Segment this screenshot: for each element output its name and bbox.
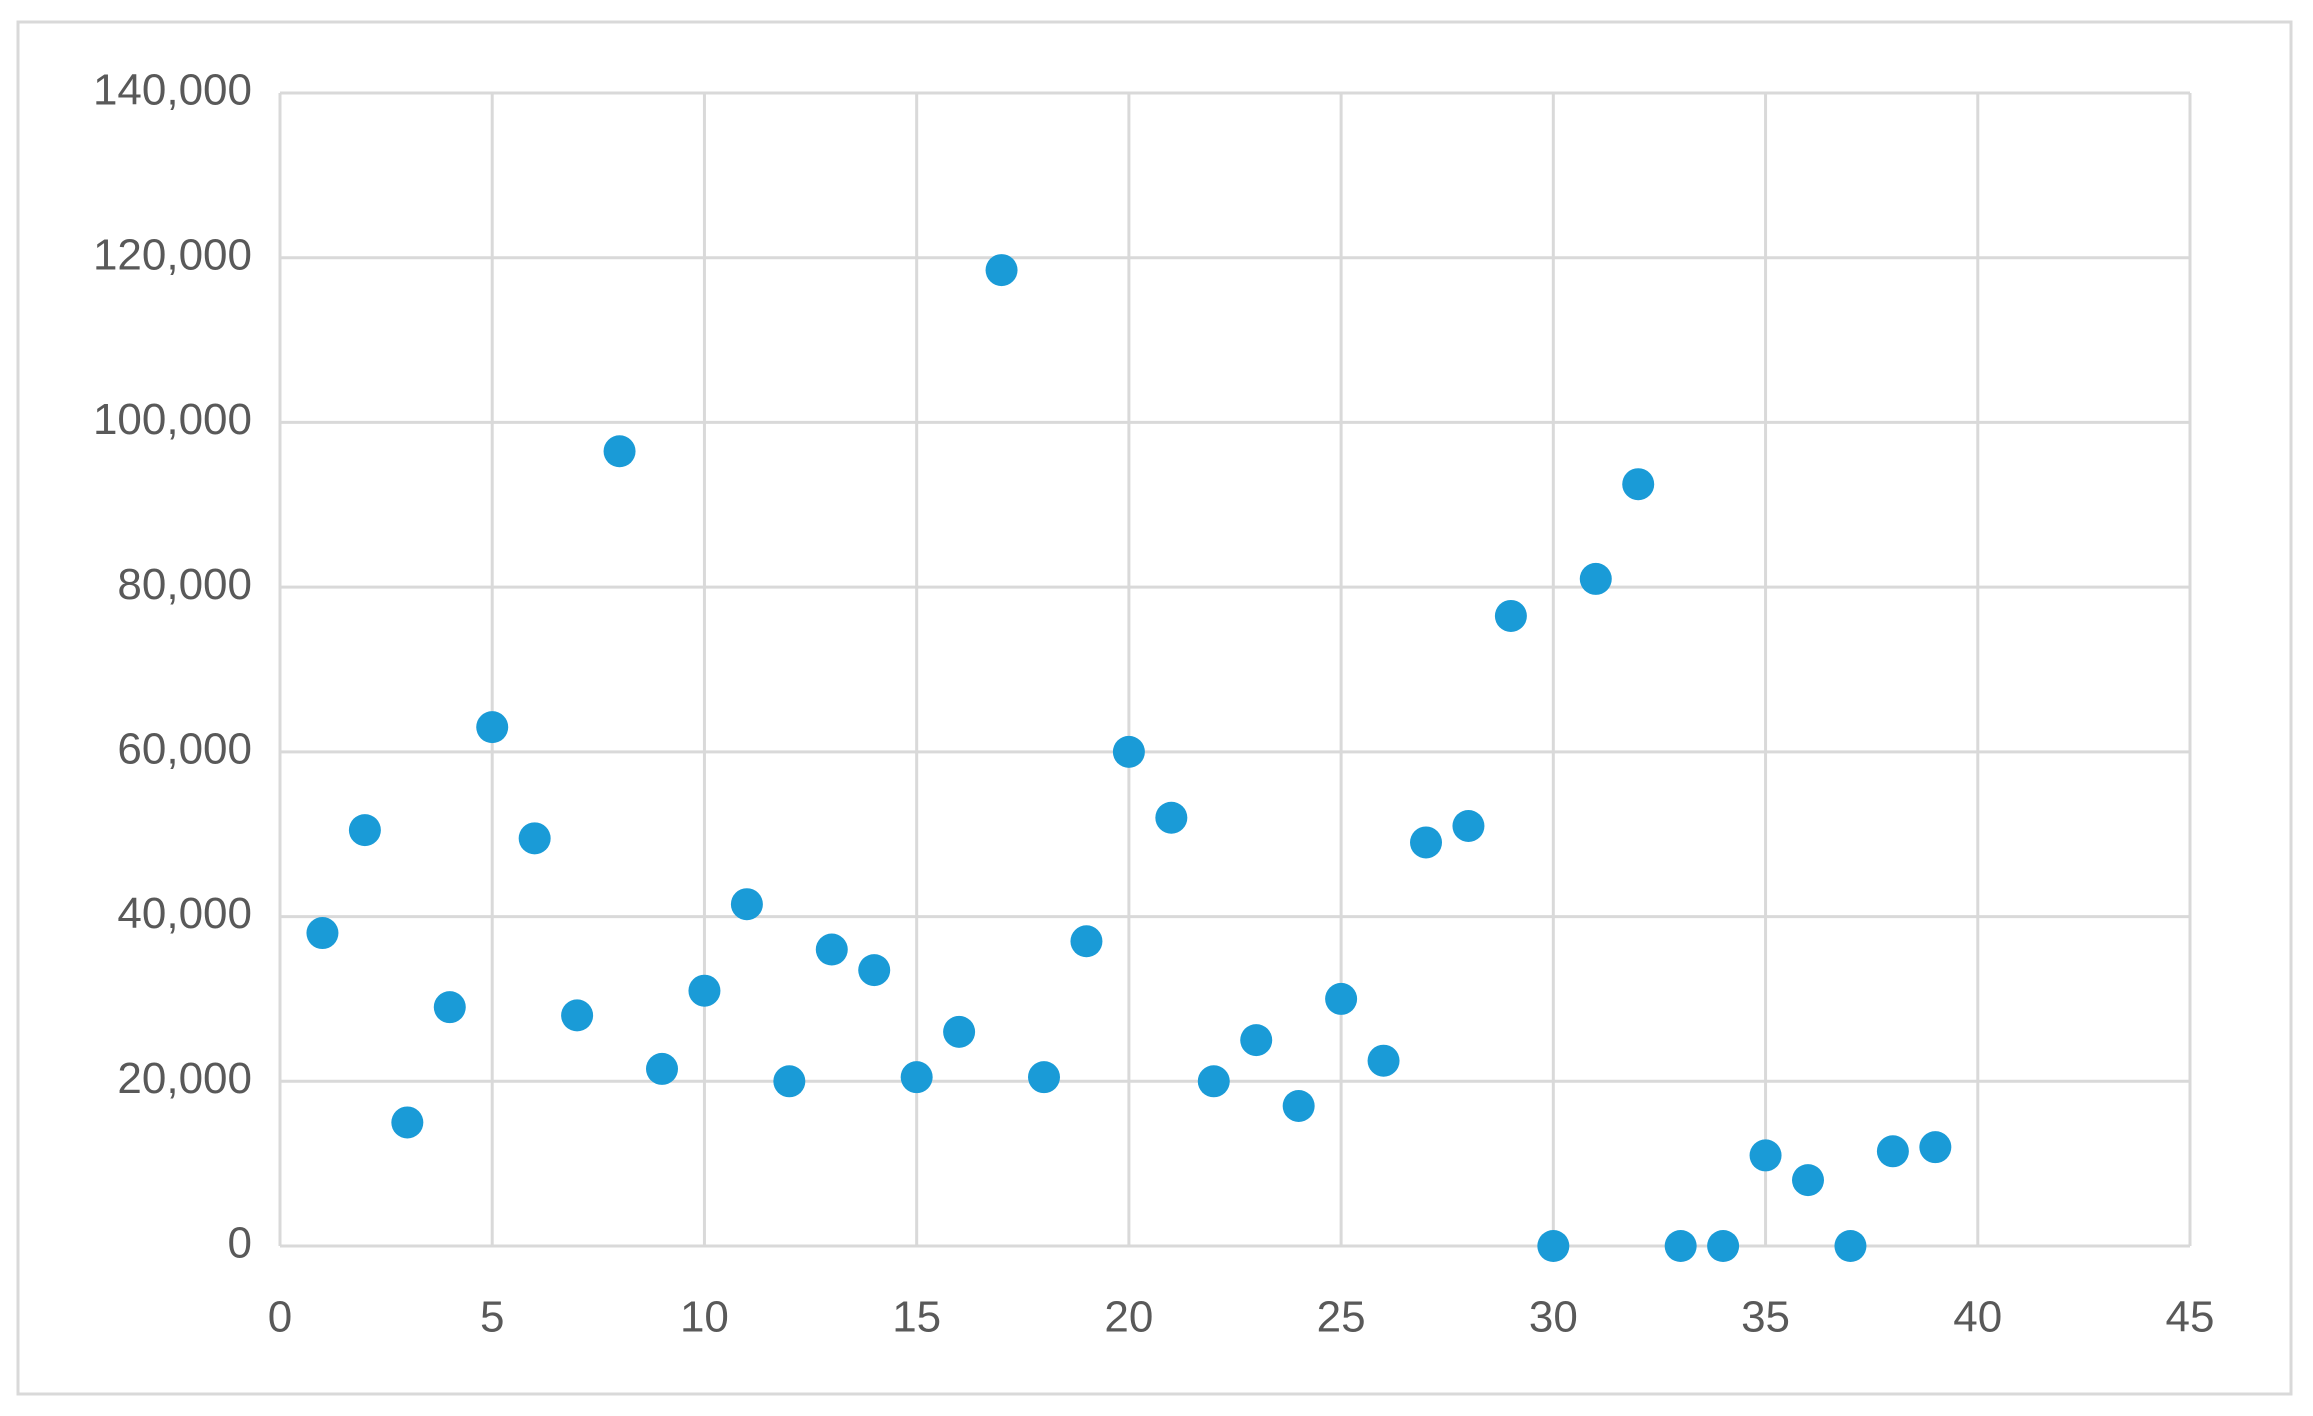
- data-point: [1834, 1230, 1867, 1262]
- data-point: [306, 917, 339, 950]
- data-point: [391, 1106, 424, 1139]
- x-tick-label: 25: [1317, 1293, 1366, 1342]
- data-point: [815, 933, 848, 966]
- y-tick-label: 40,000: [117, 889, 252, 938]
- x-tick-label: 35: [1741, 1293, 1790, 1342]
- x-tick-label: 5: [480, 1293, 504, 1342]
- x-tick-label: 20: [1104, 1293, 1153, 1342]
- data-point: [1197, 1065, 1230, 1098]
- data-point: [1876, 1135, 1909, 1168]
- x-tick-label: 30: [1529, 1293, 1578, 1342]
- data-point: [1579, 562, 1612, 595]
- data-point: [900, 1061, 933, 1094]
- data-point: [603, 435, 636, 468]
- data-point: [1707, 1230, 1740, 1262]
- data-point: [730, 888, 763, 921]
- data-point: [858, 954, 891, 987]
- data-point: [1028, 1061, 1060, 1094]
- y-tick-label: 100,000: [93, 395, 252, 444]
- x-tick-label: 10: [680, 1293, 729, 1342]
- x-tick-label: 40: [1953, 1293, 2002, 1342]
- data-point: [688, 974, 721, 1007]
- data-point: [773, 1065, 806, 1098]
- data-point: [1325, 982, 1358, 1015]
- data-point: [1112, 735, 1145, 768]
- y-tick-label: 60,000: [117, 724, 252, 773]
- data-point: [1452, 809, 1485, 842]
- data-point: [1537, 1230, 1570, 1262]
- data-point: [433, 991, 466, 1024]
- data-point: [1367, 1044, 1400, 1077]
- x-tick-label: 45: [2166, 1293, 2215, 1342]
- data-point: [561, 999, 594, 1032]
- data-point: [1919, 1131, 1952, 1164]
- chart-border: [16, 20, 2293, 1396]
- data-point: [1410, 826, 1442, 859]
- y-tick-label: 0: [228, 1219, 252, 1268]
- data-point: [476, 711, 509, 744]
- data-point: [518, 822, 551, 855]
- data-point: [1494, 599, 1527, 632]
- data-point: [1749, 1139, 1782, 1172]
- data-point: [1622, 468, 1655, 501]
- data-point: [1155, 801, 1188, 834]
- data-point: [1070, 925, 1103, 958]
- y-tick-label: 20,000: [117, 1054, 252, 1103]
- data-point: [1664, 1230, 1697, 1262]
- data-point: [943, 1015, 976, 1048]
- data-point: [1282, 1089, 1315, 1122]
- y-tick-label: 140,000: [93, 66, 252, 115]
- data-point: [985, 254, 1018, 287]
- y-tick-label: 80,000: [117, 560, 252, 609]
- x-tick-label: 15: [892, 1293, 941, 1342]
- data-point: [646, 1052, 678, 1085]
- data-point: [1240, 1024, 1273, 1057]
- y-tick-label: 120,000: [93, 230, 252, 279]
- data-point: [348, 814, 381, 847]
- data-point: [1792, 1164, 1824, 1197]
- x-tick-label: 0: [268, 1293, 292, 1342]
